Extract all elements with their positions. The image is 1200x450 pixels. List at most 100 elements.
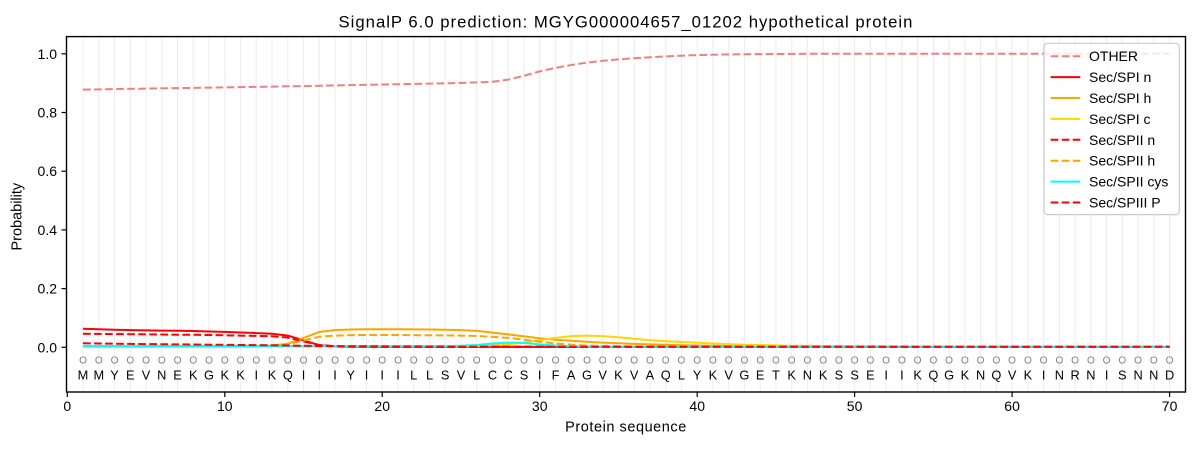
svg-text:I: I [1042,367,1046,382]
svg-text:O: O [1024,356,1032,367]
svg-text:O: O [426,356,434,367]
svg-text:E: E [866,367,875,382]
svg-text:O: O [158,356,166,367]
svg-text:O: O [1071,356,1079,367]
svg-text:Sec/SPII h: Sec/SPII h [1089,153,1155,169]
svg-text:SignalP 6.0 prediction: MGYG00: SignalP 6.0 prediction: MGYG000004657_01… [339,13,914,32]
svg-text:O: O [756,356,764,367]
svg-text:I: I [884,367,888,382]
svg-text:O: O [331,356,339,367]
svg-text:Y: Y [110,367,119,382]
svg-text:Q: Q [661,367,671,382]
svg-text:Q: Q [283,367,293,382]
svg-text:O: O [300,356,308,367]
svg-text:E: E [126,367,135,382]
svg-text:0.6: 0.6 [38,163,58,179]
svg-text:0.4: 0.4 [38,222,58,238]
svg-text:O: O [1040,356,1048,367]
svg-text:O: O [1166,356,1174,367]
svg-text:O: O [1087,356,1095,367]
svg-text:O: O [646,356,654,367]
svg-text:Sec/SPII n: Sec/SPII n [1089,132,1155,148]
svg-text:S: S [850,367,859,382]
svg-text:O: O [237,356,245,367]
svg-text:O: O [111,356,119,367]
svg-text:60: 60 [1004,398,1020,414]
svg-text:O: O [552,356,560,367]
svg-text:O: O [851,356,859,367]
svg-text:10: 10 [217,398,233,414]
svg-text:K: K [614,367,623,382]
svg-text:O: O [410,356,418,367]
svg-text:O: O [1134,356,1142,367]
svg-text:O: O [772,356,780,367]
svg-text:I: I [1105,367,1109,382]
svg-text:O: O [866,356,874,367]
svg-text:E: E [173,367,182,382]
svg-text:O: O [95,356,103,367]
svg-text:O: O [914,356,922,367]
svg-text:I: I [900,367,904,382]
svg-text:K: K [268,367,277,382]
svg-text:Sec/SPI n: Sec/SPI n [1089,69,1151,85]
svg-text:O: O [835,356,843,367]
svg-text:O: O [252,356,260,367]
svg-text:O: O [614,356,622,367]
svg-text:O: O [961,356,969,367]
svg-text:K: K [913,367,922,382]
svg-text:O: O [268,356,276,367]
svg-text:N: N [976,367,985,382]
svg-text:0: 0 [63,398,71,414]
svg-text:O: O [205,356,213,367]
svg-text:I: I [302,367,306,382]
svg-text:D: D [1165,367,1174,382]
svg-text:O: O [882,356,890,367]
svg-text:O: O [929,356,937,367]
svg-text:Probability: Probability [10,182,26,250]
svg-text:N: N [1149,367,1158,382]
svg-text:70: 70 [1162,398,1178,414]
svg-text:O: O [504,356,512,367]
svg-text:N: N [1133,367,1142,382]
svg-text:OTHER: OTHER [1089,48,1138,64]
svg-text:A: A [567,367,576,382]
svg-text:O: O [79,356,87,367]
svg-text:C: C [488,367,497,382]
svg-text:O: O [394,356,402,367]
svg-text:O: O [1103,356,1111,367]
svg-text:0.0: 0.0 [38,339,58,355]
svg-text:K: K [819,367,828,382]
svg-text:O: O [126,356,134,367]
svg-text:G: G [944,367,954,382]
svg-text:O: O [583,356,591,367]
svg-text:O: O [599,356,607,367]
svg-text:O: O [662,356,670,367]
svg-text:I: I [333,367,337,382]
svg-text:M: M [78,367,89,382]
svg-text:O: O [1055,356,1063,367]
svg-text:0.2: 0.2 [38,281,58,297]
svg-text:I: I [255,367,259,382]
svg-text:V: V [1008,367,1017,382]
svg-text:O: O [819,356,827,367]
svg-text:V: V [142,367,151,382]
svg-text:C: C [504,367,513,382]
svg-text:O: O [803,356,811,367]
svg-text:L: L [473,367,480,382]
svg-text:Y: Y [346,367,355,382]
svg-text:V: V [724,367,733,382]
svg-text:O: O [536,356,544,367]
svg-text:O: O [284,356,292,367]
svg-text:O: O [378,356,386,367]
svg-text:K: K [961,367,970,382]
svg-text:0.8: 0.8 [38,105,58,121]
svg-text:O: O [1118,356,1126,367]
svg-text:Sec/SPIII P: Sec/SPIII P [1089,195,1161,211]
svg-text:O: O [441,356,449,367]
svg-text:N: N [803,367,812,382]
svg-text:O: O [709,356,717,367]
svg-text:O: O [630,356,638,367]
svg-text:Q: Q [991,367,1001,382]
svg-text:I: I [396,367,400,382]
svg-text:S: S [1118,367,1127,382]
